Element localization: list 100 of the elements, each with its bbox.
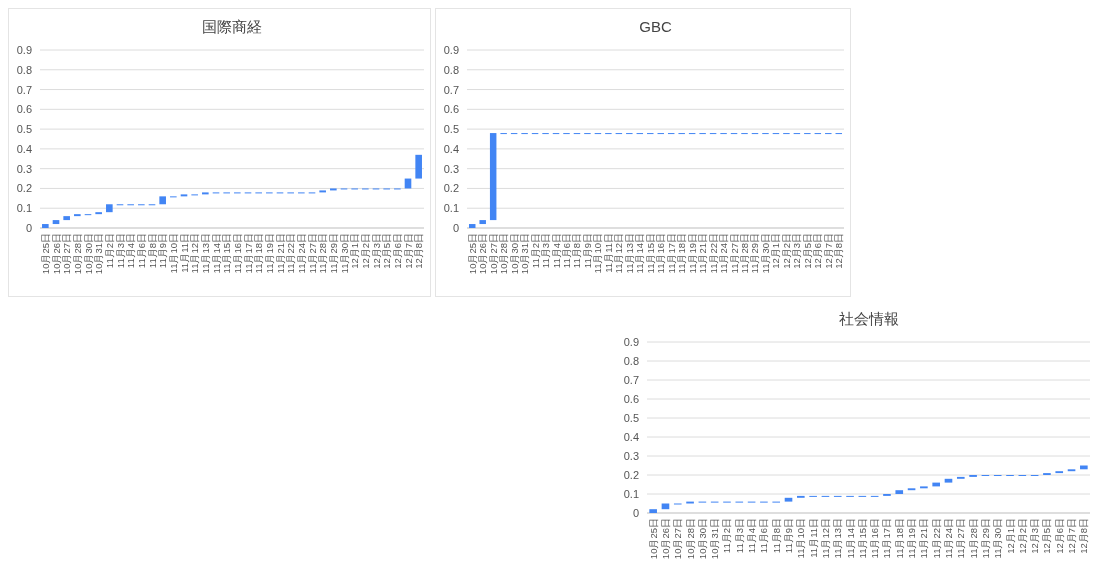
x-tick-label: 12月3日 bbox=[1029, 518, 1041, 554]
x-tick-label: 11月29日 bbox=[979, 518, 991, 559]
x-tick-label: 12月5日 bbox=[1041, 518, 1053, 554]
x-tick-label: 10月27日 bbox=[487, 233, 499, 275]
x-tick-label: 11月10日 bbox=[592, 233, 604, 274]
y-tick-label: 0.5 bbox=[443, 123, 459, 136]
x-tick-label: 12月3日 bbox=[791, 233, 803, 269]
y-tick-label: 0.1 bbox=[443, 202, 459, 215]
x-tick-label: 11月14日 bbox=[210, 233, 222, 274]
x-tick-label: 12月1日 bbox=[349, 233, 361, 269]
x-tick-label: 11月9日 bbox=[157, 233, 169, 269]
x-tick-label: 11月16日 bbox=[231, 233, 243, 274]
x-tick-label: 11月6日 bbox=[135, 233, 147, 269]
x-tick-label: 11月9日 bbox=[783, 518, 795, 554]
x-tick-label: 10月26日 bbox=[50, 233, 62, 275]
x-tick-label: 12月5日 bbox=[801, 233, 813, 269]
x-tick-label: 11月9日 bbox=[581, 233, 593, 269]
y-tick-label: 0.5 bbox=[16, 123, 32, 136]
x-tick-label: 11月6日 bbox=[758, 518, 770, 554]
x-tick-label: 12月6日 bbox=[1053, 518, 1065, 554]
x-tick-label: 11月2日 bbox=[103, 233, 115, 269]
x-tick-label: 11月28日 bbox=[739, 233, 751, 274]
x-tick-label: 11月30日 bbox=[992, 518, 1004, 559]
x-tick-label: 11月11日 bbox=[807, 518, 819, 558]
y-tick-label: 0.4 bbox=[16, 142, 32, 155]
x-tick-label: 11月18日 bbox=[676, 233, 688, 274]
x-tick-label: 11月21日 bbox=[918, 518, 930, 559]
x-tick-label: 12月8日 bbox=[833, 233, 845, 269]
x-tick-label: 11月3日 bbox=[114, 233, 126, 269]
x-tick-label: 12月6日 bbox=[812, 233, 824, 269]
x-tick-label: 11月22日 bbox=[285, 233, 297, 274]
y-tick-label: 0 bbox=[632, 507, 639, 519]
x-tick-label: 11月18日 bbox=[253, 233, 265, 274]
x-tick-label: 11月12日 bbox=[819, 518, 831, 559]
y-tick-label: 0.8 bbox=[623, 355, 639, 367]
x-tick-label: 11月21日 bbox=[274, 233, 286, 274]
x-tick-label: 12月6日 bbox=[391, 233, 403, 269]
x-tick-label: 11月27日 bbox=[728, 233, 740, 274]
x-tick-label: 11月28日 bbox=[317, 233, 329, 274]
x-tick-label: 11月2日 bbox=[721, 518, 733, 554]
chart-title: GBC bbox=[639, 18, 672, 35]
x-tick-label: 11月4日 bbox=[550, 233, 562, 269]
x-tick-label: 10月28日 bbox=[498, 233, 510, 275]
chart-title: 国際商経 bbox=[202, 18, 262, 35]
x-tick-label: 12月7日 bbox=[1066, 518, 1078, 554]
x-tick-label: 11月8日 bbox=[770, 518, 782, 554]
x-tick-label: 11月10日 bbox=[167, 233, 179, 274]
x-tick-label: 10月25日 bbox=[466, 233, 478, 275]
x-tick-label: 12月1日 bbox=[770, 233, 782, 269]
x-tick-label: 11月21日 bbox=[697, 233, 709, 274]
y-tick-label: 0.5 bbox=[623, 412, 639, 424]
x-tick-label: 10月28日 bbox=[684, 518, 696, 560]
x-tick-label: 11月24日 bbox=[942, 518, 954, 559]
x-tick-label: 11月16日 bbox=[655, 233, 667, 274]
x-tick-label: 11月17日 bbox=[665, 233, 677, 274]
x-tick-label: 11月14日 bbox=[844, 518, 856, 559]
x-tick-label: 11月2日 bbox=[529, 233, 541, 269]
x-tick-label: 12月2日 bbox=[1016, 518, 1028, 554]
y-tick-label: 0.2 bbox=[623, 469, 639, 481]
x-tick-label: 12月5日 bbox=[381, 233, 393, 269]
y-tick-label: 0.4 bbox=[443, 142, 459, 155]
x-tick-label: 11月13日 bbox=[623, 233, 635, 274]
x-tick-label: 11月4日 bbox=[125, 233, 137, 269]
x-tick-label: 11月27日 bbox=[306, 233, 318, 274]
x-tick-label: 10月25日 bbox=[39, 233, 51, 275]
x-tick-label: 10月30日 bbox=[82, 233, 94, 275]
y-tick-label: 0.6 bbox=[16, 103, 32, 116]
x-tick-label: 10月27日 bbox=[672, 518, 684, 560]
x-tick-label: 10月27日 bbox=[61, 233, 73, 275]
x-tick-label: 11月30日 bbox=[759, 233, 771, 274]
y-tick-label: 0 bbox=[452, 222, 459, 234]
x-tick-label: 12月1日 bbox=[1004, 518, 1016, 554]
y-tick-label: 0.4 bbox=[623, 431, 639, 443]
y-tick-label: 0.6 bbox=[623, 393, 639, 405]
x-tick-label: 11月8日 bbox=[571, 233, 583, 269]
x-tick-label: 11月29日 bbox=[327, 233, 339, 274]
y-tick-label: 0.1 bbox=[16, 202, 32, 215]
y-tick-label: 0.8 bbox=[16, 63, 32, 76]
x-tick-label: 12月8日 bbox=[413, 233, 425, 269]
x-tick-label: 11月8日 bbox=[146, 233, 158, 269]
x-tick-label: 11月22日 bbox=[707, 233, 719, 274]
x-tick-label: 11月16日 bbox=[869, 518, 881, 559]
x-tick-label: 11月12日 bbox=[613, 233, 625, 274]
x-tick-label: 11月14日 bbox=[634, 233, 646, 274]
x-tick-label: 12月7日 bbox=[402, 233, 414, 269]
x-tick-label: 11月3日 bbox=[540, 233, 552, 269]
y-tick-label: 0 bbox=[25, 222, 32, 234]
x-tick-label: 10月30日 bbox=[508, 233, 520, 275]
x-tick-label: 11月18日 bbox=[893, 518, 905, 559]
x-tick-label: 11月12日 bbox=[189, 233, 201, 274]
x-tick-label: 11月30日 bbox=[338, 233, 350, 274]
x-tick-label: 12月2日 bbox=[359, 233, 371, 269]
x-tick-label: 11月27日 bbox=[955, 518, 967, 559]
x-tick-label: 10月26日 bbox=[477, 233, 489, 275]
x-tick-label: 11月15日 bbox=[644, 233, 656, 274]
x-tick-label: 10月30日 bbox=[696, 518, 708, 560]
x-tick-label: 11月19日 bbox=[263, 233, 275, 274]
x-tick-label: 11月17日 bbox=[242, 233, 254, 274]
x-tick-label: 11月11日 bbox=[602, 233, 614, 273]
x-tick-label: 10月26日 bbox=[659, 518, 671, 560]
